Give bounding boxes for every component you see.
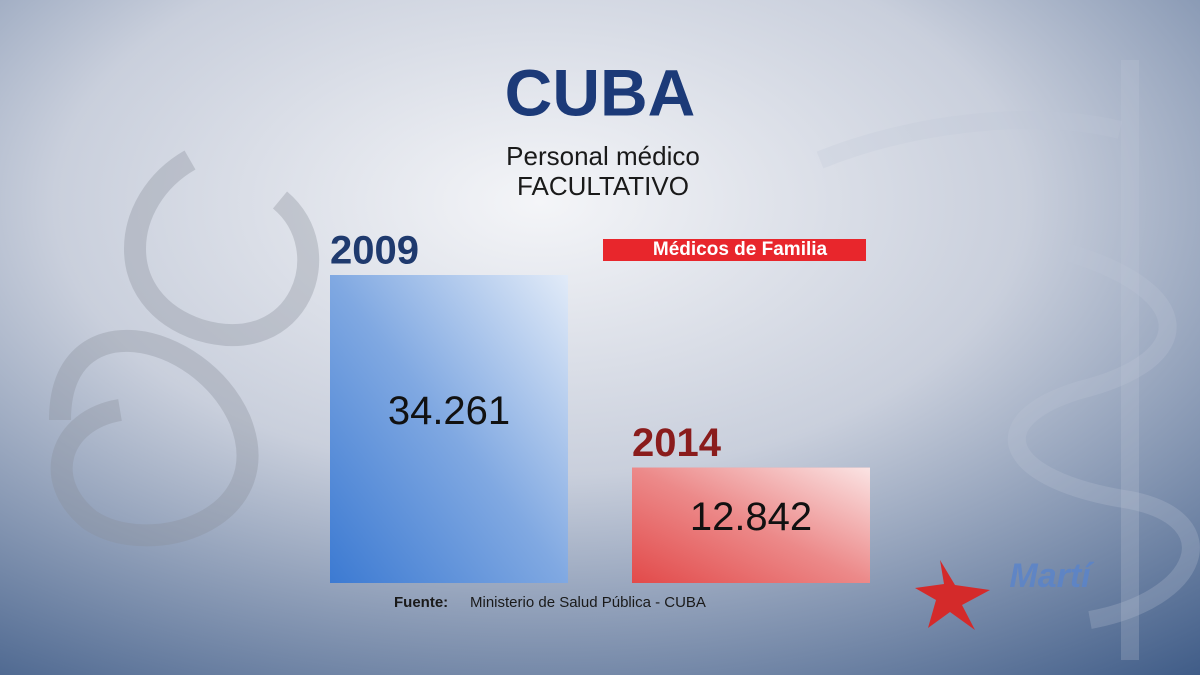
source-label: Fuente: <box>394 594 448 611</box>
stethoscope-decoration <box>49 150 320 547</box>
chart-subtitle: FACULTATIVO <box>517 171 689 201</box>
category-label: 2009 <box>330 229 419 273</box>
caduceus-decoration <box>816 60 1200 660</box>
category-label: 2014 <box>632 421 722 465</box>
annotation: Médicos de Familia <box>653 239 828 260</box>
data-label: 12.842 <box>690 495 812 539</box>
source-text: Ministerio de Salud Pública - CUBA <box>470 594 706 611</box>
bar-shine <box>330 275 568 583</box>
logo-star <box>915 560 990 630</box>
chart-subtitle: Personal médico <box>506 141 700 171</box>
annotation-tag <box>603 239 866 261</box>
data-label: 34.261 <box>388 389 510 433</box>
bar-shine <box>632 467 870 583</box>
logo-text: Martí <box>1009 557 1095 595</box>
chart-title: CUBA <box>505 55 696 129</box>
